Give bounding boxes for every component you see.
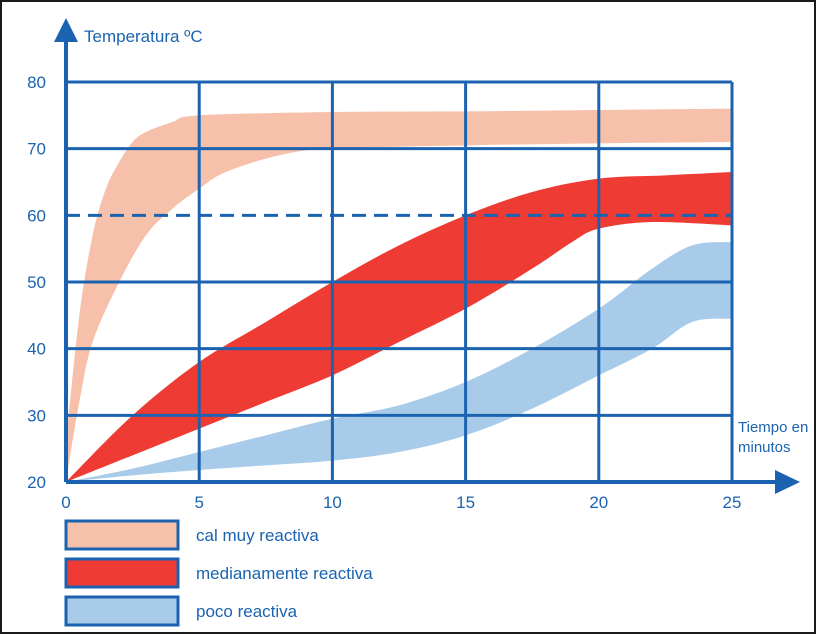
axes-layer — [54, 18, 800, 494]
x-axis-arrow-icon — [775, 470, 800, 494]
x-tick-label: 20 — [589, 493, 608, 512]
y-tick-label: 40 — [27, 340, 46, 359]
y-axis-arrow-icon — [54, 18, 78, 42]
y-tick-label: 30 — [27, 406, 46, 425]
y-tick-label: 20 — [27, 473, 46, 492]
legend: cal muy reactiva medianamente reactiva poc… — [64, 519, 373, 627]
y-axis-label: Temperatura ºC — [84, 27, 203, 46]
band-cal-muy-reactiva — [66, 108, 732, 483]
bands-layer — [66, 108, 732, 483]
x-axis-label-line-1: Tiempo en — [738, 419, 808, 436]
y-tick-label: 60 — [27, 206, 46, 225]
legend-swatch-poco-reactiva — [64, 595, 180, 627]
legend-label-medianamente-reactiva: medianamente reactiva — [196, 564, 373, 583]
tick-labels: 0 5 10 15 20 25 20 30 40 50 60 70 80 — [27, 73, 741, 512]
grid-layer — [66, 80, 734, 482]
y-tick-label: 70 — [27, 140, 46, 159]
x-axis-label-line-2: minutos — [738, 439, 791, 456]
legend-label-poco-reactiva: poco reactiva — [196, 602, 298, 621]
x-tick-label: 15 — [456, 493, 475, 512]
y-tick-label: 50 — [27, 273, 46, 292]
x-tick-label: 10 — [323, 493, 342, 512]
legend-swatch-medianamente-reactiva — [64, 557, 180, 589]
y-tick-label: 80 — [27, 73, 46, 92]
x-tick-label: 5 — [194, 493, 203, 512]
x-tick-label: 0 — [61, 493, 70, 512]
x-tick-label: 25 — [723, 493, 742, 512]
legend-swatch-cal-muy-reactiva — [64, 519, 180, 551]
legend-label-cal-muy-reactiva: cal muy reactiva — [196, 526, 319, 545]
band-medianamente-reactiva — [66, 172, 732, 482]
